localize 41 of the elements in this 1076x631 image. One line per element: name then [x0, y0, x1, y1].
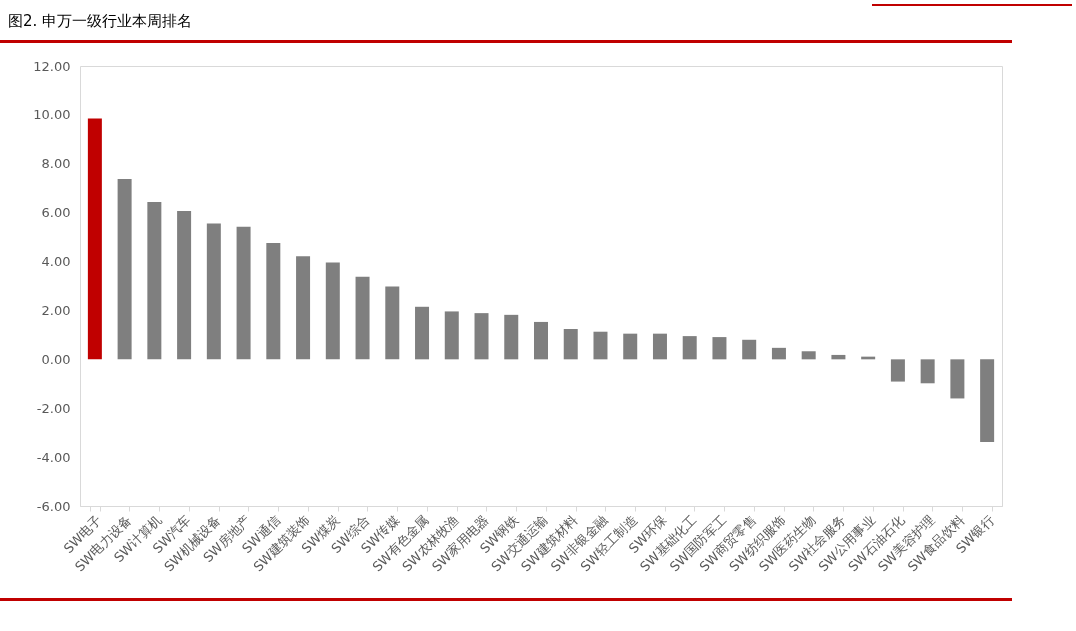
bar [534, 321, 548, 360]
bar [147, 201, 162, 360]
bar [623, 333, 638, 360]
bar [890, 359, 905, 382]
y-tick-label: 0.00 [41, 351, 71, 367]
bar [325, 262, 340, 360]
bar [504, 314, 519, 360]
bar [206, 223, 221, 360]
y-tick-label: 8.00 [41, 156, 71, 172]
bar [177, 210, 192, 360]
y-tick-label: 2.00 [41, 302, 71, 318]
bar [236, 226, 251, 360]
y-tick-label: -6.00 [36, 498, 71, 514]
bar [593, 331, 608, 360]
y-tick-label: 6.00 [41, 205, 71, 221]
bar [266, 242, 281, 360]
bar [117, 178, 132, 360]
y-tick-label: -4.00 [36, 449, 71, 465]
bar [980, 359, 995, 442]
bar [950, 359, 965, 399]
bar [831, 354, 846, 360]
bar [771, 347, 786, 360]
y-tick-label: -2.00 [36, 400, 71, 416]
bar [563, 329, 578, 360]
chart-title: 图2. 申万一级行业本周排名 [8, 12, 193, 31]
bar [355, 276, 370, 360]
bar [415, 306, 430, 360]
bar [444, 311, 459, 360]
y-tick-label: 12.00 [33, 58, 71, 74]
bar [801, 351, 816, 360]
bar [682, 336, 697, 360]
bar [385, 286, 400, 360]
bar [296, 256, 311, 360]
bar [742, 339, 757, 360]
bar [712, 337, 727, 360]
bar [920, 359, 935, 384]
bar [87, 118, 102, 360]
y-tick-label: 4.00 [41, 254, 71, 270]
bar [652, 333, 667, 360]
bar [474, 313, 489, 360]
y-tick-label: 10.00 [33, 107, 71, 123]
